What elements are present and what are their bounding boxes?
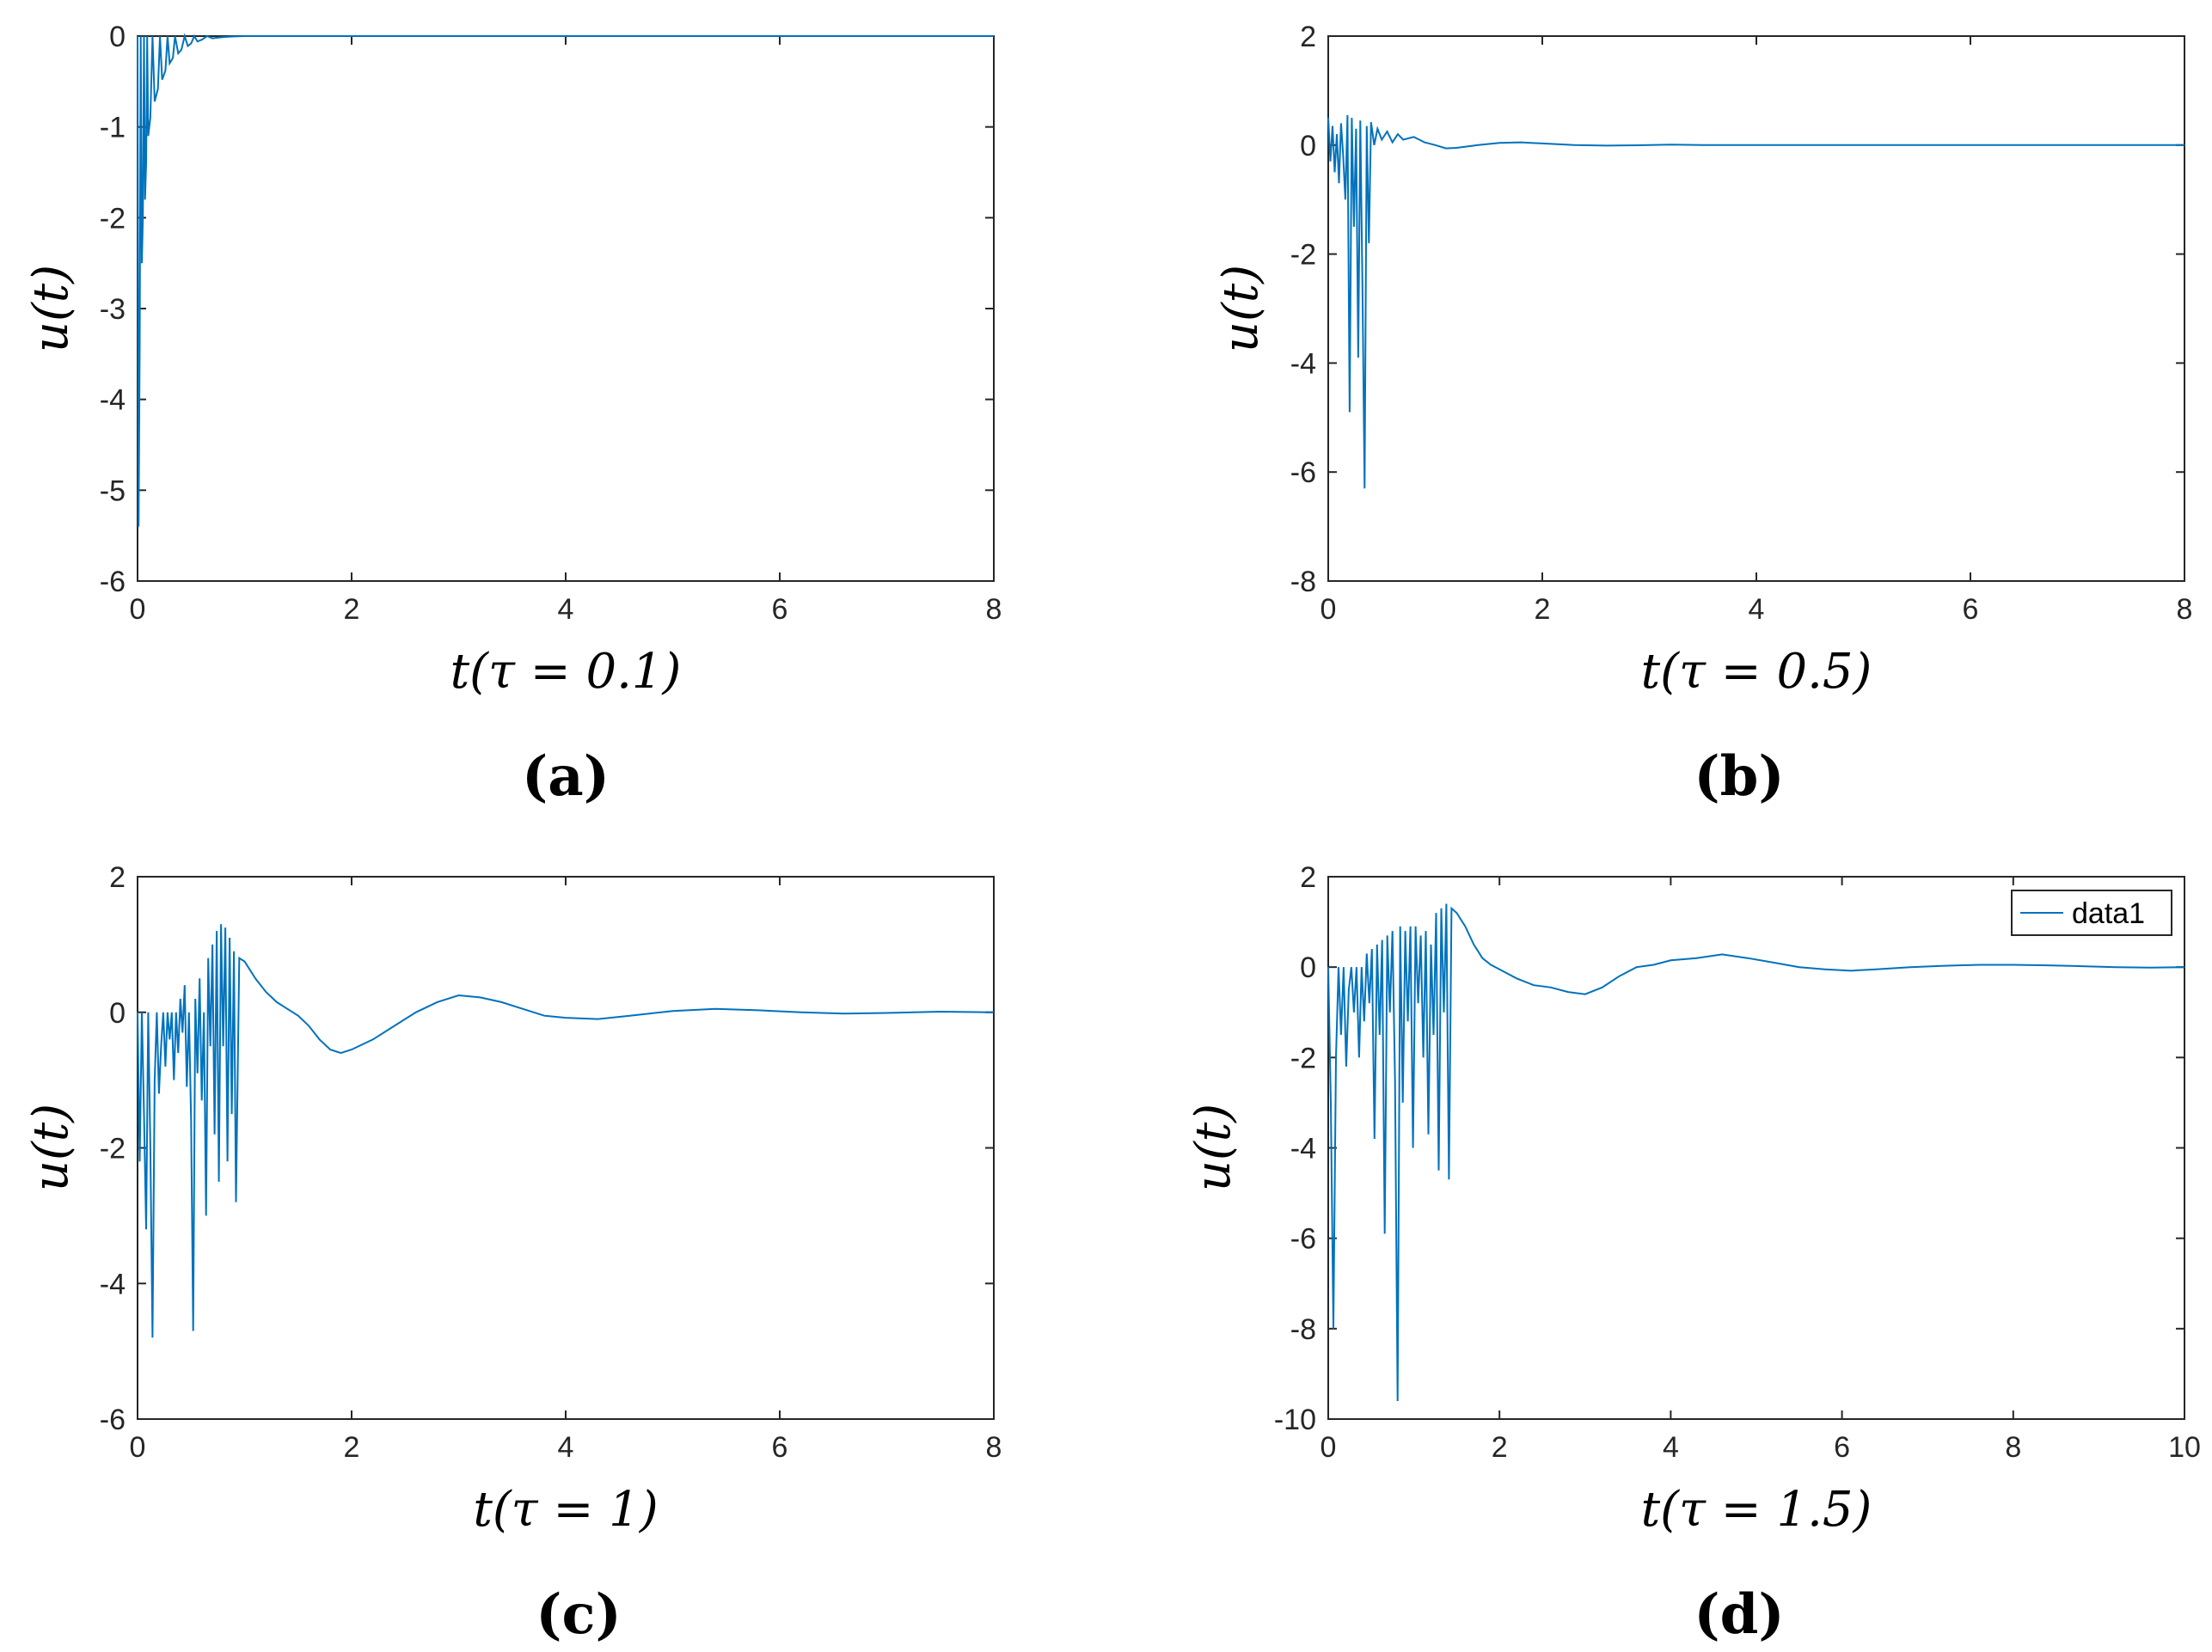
xticks-c: 0 2 4 6 8: [130, 877, 1002, 1464]
x-axis-label-a: t(τ = 0.1): [450, 644, 682, 700]
x-tick-label: 0: [1320, 1431, 1337, 1464]
y-tick-label: -6: [100, 1404, 126, 1436]
y-tick-label: -6: [1290, 456, 1316, 489]
xticks-b: 0 2 4 6 8: [1320, 36, 2193, 626]
x-tick-label: 8: [986, 1431, 1002, 1464]
plot-area-c: [137, 876, 995, 1420]
xticks-a: 0 2 4 6 8: [130, 36, 1002, 626]
x-tick-label: 2: [1535, 593, 1551, 626]
y-tick-label: -4: [1290, 1133, 1316, 1166]
y-tick-label: -1: [100, 112, 126, 144]
plot-area-b: [1327, 35, 2185, 582]
y-axis-label-b: u(t): [1213, 265, 1269, 352]
caption-a: (a): [522, 744, 610, 809]
y-tick-label: -4: [100, 384, 126, 417]
y-tick-label: -3: [100, 293, 126, 326]
y-tick-label: -8: [1290, 1313, 1316, 1346]
x-axis-label-b: t(τ = 0.5): [1641, 644, 1872, 700]
series-line-a: [137, 33, 994, 527]
x-tick-label: 0: [130, 1431, 146, 1464]
yticks-b: 2 0 -2 -4 -6 -8: [1290, 21, 2184, 598]
series-line-b: [1327, 114, 2184, 489]
plot-area-a: [137, 35, 995, 582]
yticks-c: 2 0 -2 -4 -6: [100, 861, 994, 1436]
y-tick-label: -6: [100, 566, 126, 598]
y-tick-label: -4: [1290, 347, 1316, 380]
x-tick-label: 4: [1749, 593, 1765, 626]
x-tick-label: 0: [1320, 593, 1337, 626]
x-tick-label: 6: [1834, 1431, 1850, 1464]
x-tick-label: 8: [2005, 1431, 2021, 1464]
caption-b: (b): [1694, 744, 1784, 809]
x-tick-label: 6: [1963, 593, 1979, 626]
caption-c: (c): [536, 1582, 622, 1647]
y-tick-label: -2: [100, 1133, 126, 1166]
series-line-d: [1327, 903, 2185, 1402]
series-line-c: [137, 924, 995, 1338]
panel-b: 2 0 -2 -4 -6 -8 0 2 4 6 8 t(τ = 0.5) u(t) (b): [1213, 21, 2192, 809]
y-axis-label-d: u(t): [1186, 1104, 1241, 1191]
y-axis-label-c: u(t): [23, 1104, 79, 1191]
x-tick-label: 8: [2177, 593, 2193, 626]
y-tick-label: -5: [100, 474, 126, 507]
y-tick-label: 2: [1300, 21, 1316, 53]
y-tick-label: 2: [1300, 861, 1316, 894]
y-tick-label: -2: [1290, 1042, 1316, 1074]
x-tick-label: 6: [772, 1431, 788, 1464]
x-tick-label: 2: [344, 1431, 360, 1464]
x-tick-label: 4: [558, 1431, 574, 1464]
y-tick-label: -6: [1290, 1223, 1316, 1256]
x-tick-label: 2: [1492, 1431, 1508, 1464]
panel-d: 2 0 -2 -4 -6 -8 -10 0 2 4 6 8 10 data1 t(τ = 1.5) u…: [1186, 861, 2201, 1647]
x-tick-label: 0: [130, 593, 146, 626]
panel-a: 0 -1 -2 -3 -4 -5 -6 0 2 4 6 8 t(τ = 0.1) u(t) (a): [23, 21, 1002, 809]
x-tick-label: 10: [2168, 1431, 2201, 1464]
y-tick-label: -8: [1290, 566, 1316, 598]
yticks-d: 2 0 -2 -4 -6 -8 -10: [1274, 861, 2184, 1436]
x-tick-label: 8: [986, 593, 1002, 626]
x-tick-label: 4: [558, 593, 574, 626]
plot-area-d: [1327, 876, 2185, 1420]
x-tick-label: 2: [344, 593, 360, 626]
x-tick-label: 6: [772, 593, 788, 626]
y-tick-label: -4: [100, 1268, 126, 1300]
legend[interactable]: data1: [2011, 890, 2172, 936]
legend-entry: data1: [2072, 897, 2145, 930]
yticks-a: 0 -1 -2 -3 -4 -5 -6: [100, 21, 994, 598]
y-tick-label: -2: [100, 202, 126, 235]
xticks-d: 0 2 4 6 8 10: [1320, 877, 2201, 1464]
y-tick-label: 0: [1300, 951, 1316, 984]
caption-d: (d): [1694, 1582, 1784, 1647]
y-tick-label: 2: [109, 861, 126, 894]
x-axis-label-c: t(τ = 1): [473, 1482, 658, 1538]
y-axis-label-a: u(t): [23, 265, 79, 352]
y-tick-label: -2: [1290, 239, 1316, 272]
y-tick-label: -10: [1274, 1404, 1316, 1436]
x-axis-label-d: t(τ = 1.5): [1641, 1482, 1872, 1538]
y-tick-label: 0: [109, 997, 126, 1030]
y-tick-label: 0: [1300, 130, 1316, 162]
panel-c: 2 0 -2 -4 -6 0 2 4 6 8 t(τ = 1) u(t) (c): [23, 861, 1002, 1647]
y-tick-label: 0: [109, 21, 126, 53]
x-tick-label: 4: [1663, 1431, 1679, 1464]
